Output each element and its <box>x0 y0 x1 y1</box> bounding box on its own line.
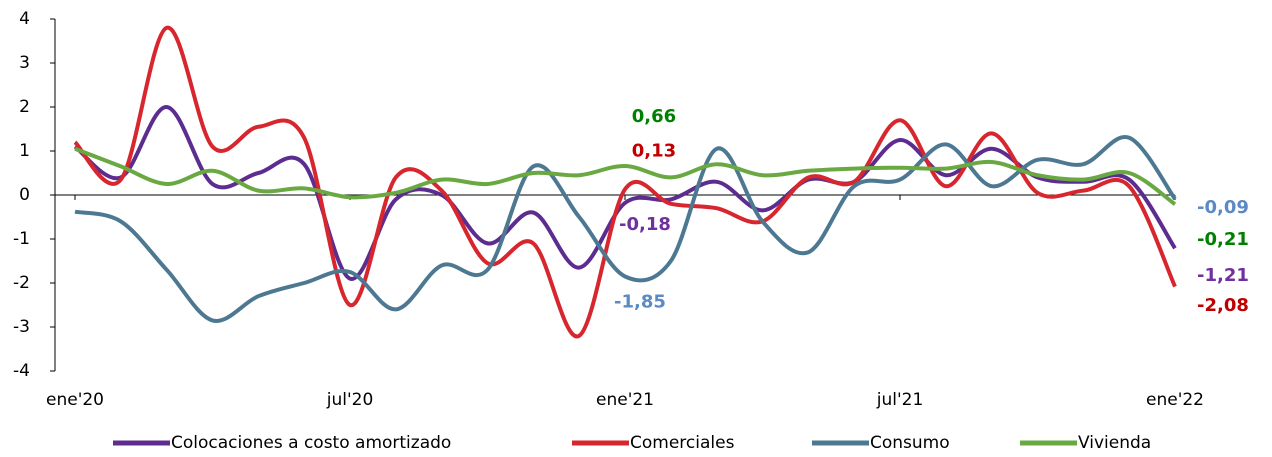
value-label: -0,21 <box>1197 229 1249 250</box>
y-tick-label: -3 <box>13 317 30 337</box>
value-label: -1,85 <box>614 291 666 312</box>
legend-label: Consumo <box>870 433 950 453</box>
x-tick-label: jul'21 <box>876 390 924 410</box>
value-label: 0,13 <box>632 140 676 161</box>
series-line <box>73 105 1177 281</box>
y-tick-label: 1 <box>19 141 30 161</box>
value-label: -0,18 <box>619 214 671 235</box>
x-tick-label: ene'20 <box>46 390 104 410</box>
value-label: 0,66 <box>632 106 676 127</box>
x-tick-label: jul'20 <box>326 390 374 410</box>
series-line <box>74 146 1177 206</box>
legend-label: Colocaciones a costo amortizado <box>171 433 451 453</box>
y-tick-label: -2 <box>13 273 30 293</box>
value-label: -1,21 <box>1197 265 1249 286</box>
x-tick-label: ene'21 <box>596 390 654 410</box>
y-tick-label: 0 <box>19 185 30 205</box>
y-tick-label: 2 <box>19 97 30 117</box>
x-tick-label: ene'22 <box>1146 390 1204 410</box>
y-tick-label: -4 <box>13 361 30 381</box>
value-label: -2,08 <box>1197 295 1249 316</box>
y-tick-label: 3 <box>19 53 30 73</box>
y-tick-label: -1 <box>13 229 30 249</box>
series-line <box>73 25 1177 339</box>
value-label: -0,09 <box>1197 197 1249 218</box>
legend-label: Vivienda <box>1078 433 1151 453</box>
y-tick-label: 4 <box>19 9 30 29</box>
series-line <box>74 135 1177 323</box>
legend-label: Comerciales <box>630 433 735 453</box>
